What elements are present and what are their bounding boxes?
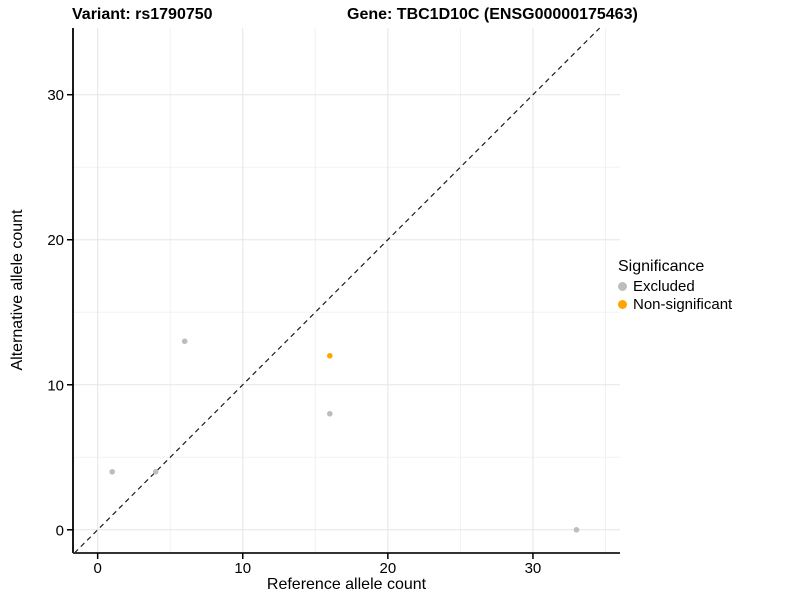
variant-title: Variant: rs1790750 [72,6,213,23]
legend-label-non-significant: Non-significant [633,295,733,313]
legend: Significance Excluded Non-significant [618,258,798,313]
y-axis-title: Alternative allele count [9,209,26,371]
y-tick-label: 30 [47,87,64,104]
excluded-swatch-icon [618,281,627,291]
x-axis-title: Reference allele count [266,576,427,593]
legend-title: Significance [618,258,705,275]
non-significant-swatch-icon [618,299,627,309]
data-point-excluded [152,468,159,475]
y-tick-label: 20 [47,232,64,249]
y-tick-label: 10 [47,377,64,394]
data-point-excluded [109,468,115,475]
gene-title: Gene: TBC1D10C (ENSG00000175463) [347,6,638,23]
x-tick-label: 10 [234,560,251,577]
legend-item-non-significant: Non-significant [618,295,798,313]
data-point-excluded [327,410,333,417]
x-tick-label: 0 [93,560,101,577]
data-point-excluded [573,526,580,533]
legend-label-excluded: Excluded [633,277,695,295]
x-tick-label: 20 [380,560,397,577]
legend-item-excluded: Excluded [618,277,798,295]
y-tick-label: 0 [56,522,64,539]
data-point-excluded [181,338,188,345]
data-point-non-significant [327,352,333,359]
x-tick-label: 30 [525,560,542,577]
identity-dashed-line [74,27,601,554]
